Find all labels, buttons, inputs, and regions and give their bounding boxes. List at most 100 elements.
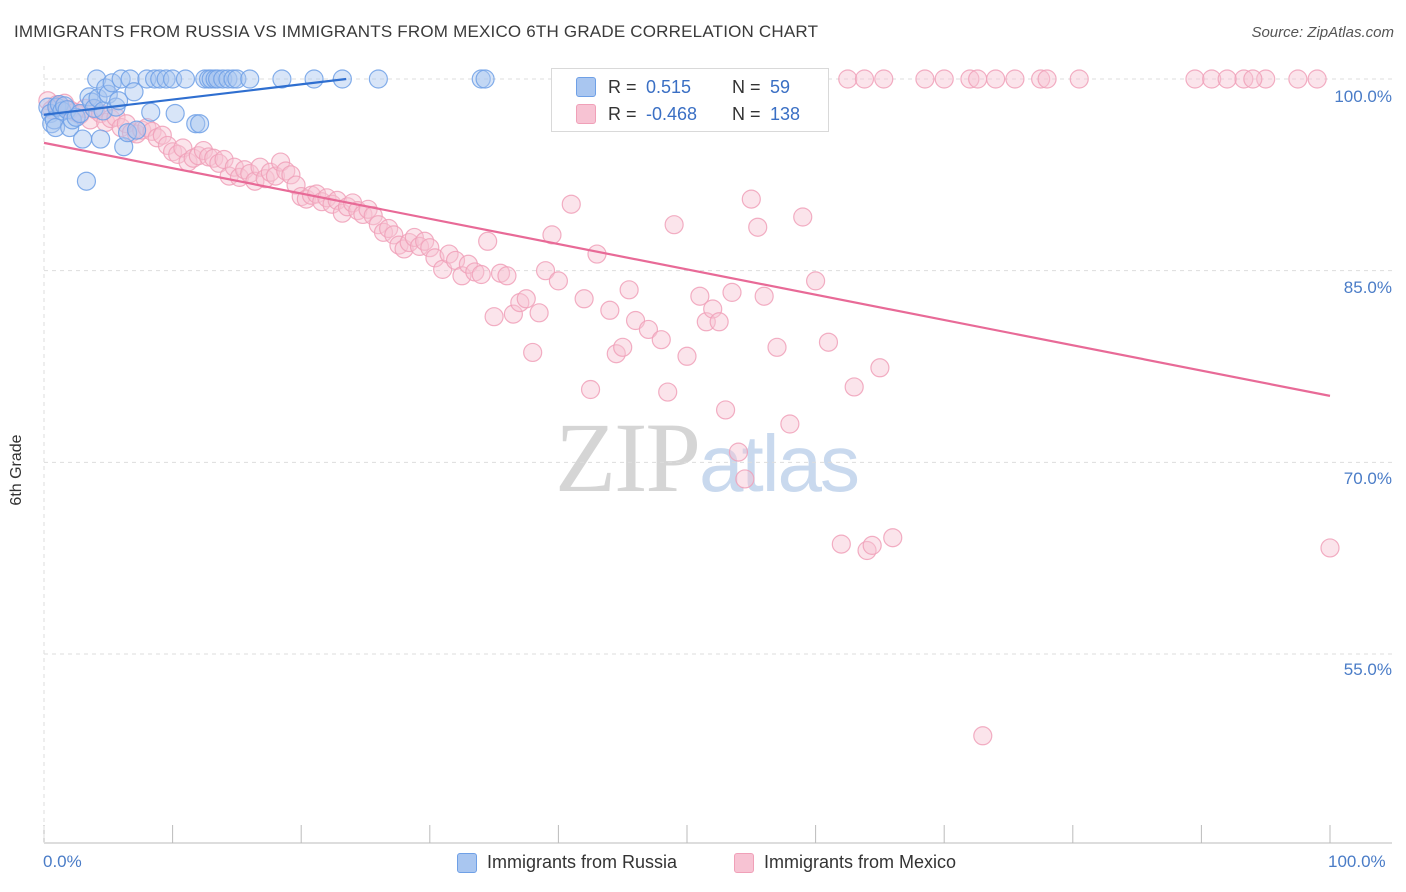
mexico-point-42 xyxy=(250,157,270,177)
mexico-point-118 xyxy=(741,189,761,209)
mexico-point-22 xyxy=(147,128,167,148)
legend-row-russia: R = 0.515 N = 59 xyxy=(552,74,856,100)
mexico-point-81 xyxy=(458,254,478,274)
mexico-point-149 xyxy=(862,535,882,555)
mexico-point-93 xyxy=(535,261,556,281)
russia-point-4 xyxy=(45,117,66,138)
legend-swatch-russia xyxy=(576,77,596,97)
russia-point-15 xyxy=(76,171,97,191)
mexico-point-117 xyxy=(735,469,755,489)
x-tick-label-max: 100.0% xyxy=(1328,852,1386,871)
mexico-point-47 xyxy=(276,161,296,181)
mexico-point-153 xyxy=(1243,69,1263,89)
mexico-point-155 xyxy=(1307,69,1327,89)
legend-n-value-mexico: 138 xyxy=(770,103,801,124)
mexico-point-146 xyxy=(1037,69,1057,89)
mexico-point-76 xyxy=(425,248,445,268)
russia-point-43 xyxy=(190,114,210,134)
mexico-point-131 xyxy=(973,726,993,746)
mexico-point-85 xyxy=(484,307,504,327)
mexico-point-128 xyxy=(857,540,877,561)
mexico-point-95 xyxy=(548,271,569,291)
mexico-point-136 xyxy=(915,69,935,89)
russia-point-20 xyxy=(88,88,108,108)
legend-r-label: R = xyxy=(608,76,637,97)
legend-r-label: R = xyxy=(608,103,637,124)
mexico-point-71 xyxy=(399,232,419,253)
mexico-point-140 xyxy=(1031,69,1051,89)
russia-point-14 xyxy=(72,129,93,149)
mexico-point-29 xyxy=(183,148,203,168)
mexico-point-44 xyxy=(260,162,280,182)
mexico-point-119 xyxy=(748,217,768,237)
russia-point-53 xyxy=(240,69,260,89)
mexico-point-129 xyxy=(870,358,890,378)
mexico-point-25 xyxy=(163,142,183,162)
mexico-point-127 xyxy=(844,377,864,397)
mexico-point-49 xyxy=(286,175,306,195)
mexico-point-92 xyxy=(529,303,549,323)
mexico-point-80 xyxy=(452,266,472,286)
mexico-point-150 xyxy=(1185,69,1205,89)
mexico-point-147 xyxy=(986,69,1006,89)
mexico-point-88 xyxy=(503,304,523,324)
watermark-zip: ZIP xyxy=(555,402,701,513)
mexico-point-151 xyxy=(1202,69,1222,89)
mexico-point-141 xyxy=(1069,69,1089,89)
mexico-point-74 xyxy=(415,231,435,251)
mexico-point-154 xyxy=(1288,69,1308,89)
russia-point-33 xyxy=(126,120,147,140)
mexico-point-130 xyxy=(883,528,903,548)
watermark: ZIPatlas xyxy=(555,400,860,515)
mexico-point-156 xyxy=(1217,69,1237,89)
mexico-trend-line xyxy=(43,141,1331,397)
y-tick-label-85: 85.0% xyxy=(1343,278,1392,297)
mexico-point-26 xyxy=(168,144,188,164)
mexico-point-113 xyxy=(709,312,729,332)
russia-point-48 xyxy=(208,69,228,89)
mexico-point-75 xyxy=(420,238,440,258)
watermark-atlas: atlas xyxy=(699,419,860,508)
y-axis-label: 6th Grade xyxy=(8,434,25,506)
mexico-point-19 xyxy=(132,120,152,140)
russia-point-59 xyxy=(475,69,495,89)
russia-point-41 xyxy=(175,69,196,89)
bottom-legend-russia: Immigrants from Russia xyxy=(457,852,677,873)
bottom-legend-swatch-russia xyxy=(457,852,477,873)
legend-n-label: N = xyxy=(732,76,761,97)
bottom-legend-label-russia: Immigrants from Russia xyxy=(487,852,678,872)
mexico-point-122 xyxy=(780,414,800,434)
mexico-point-98 xyxy=(580,379,601,400)
russia-point-40 xyxy=(165,103,185,124)
mexico-point-96 xyxy=(561,194,581,214)
mexico-point-120 xyxy=(754,286,774,306)
y-tick-label-100: 100.0% xyxy=(1334,87,1392,106)
russia-point-57 xyxy=(368,69,388,89)
russia-point-49 xyxy=(213,69,233,89)
mexico-point-109 xyxy=(677,346,697,366)
mexico-point-108 xyxy=(664,215,684,235)
russia-point-31 xyxy=(120,69,140,89)
mexico-point-68 xyxy=(384,225,404,245)
mexico-point-125 xyxy=(818,332,839,352)
mexico-point-121 xyxy=(767,337,787,357)
legend-swatch-mexico xyxy=(576,104,596,124)
y-tick-label-55: 55.0% xyxy=(1343,660,1392,679)
mexico-point-148 xyxy=(968,69,988,89)
mexico-point-48 xyxy=(281,165,301,185)
mexico-point-58 xyxy=(332,203,352,223)
mexico-point-126 xyxy=(831,534,851,554)
mexico-point-102 xyxy=(613,337,633,357)
mexico-point-114 xyxy=(715,400,736,420)
mexico-point-145 xyxy=(874,69,894,89)
mexico-point-124 xyxy=(805,271,826,291)
mexico-point-30 xyxy=(188,146,208,166)
russia-point-54 xyxy=(272,69,292,89)
mexico-point-23 xyxy=(152,125,172,145)
mexico-point-31 xyxy=(193,140,214,161)
bottom-legend-label-mexico: Immigrants from Mexico xyxy=(764,852,957,872)
mexico-point-21 xyxy=(142,121,162,141)
russia-trend-line xyxy=(43,77,347,116)
mexico-point-90 xyxy=(516,289,536,309)
legend-n-value-russia: 59 xyxy=(770,76,791,97)
